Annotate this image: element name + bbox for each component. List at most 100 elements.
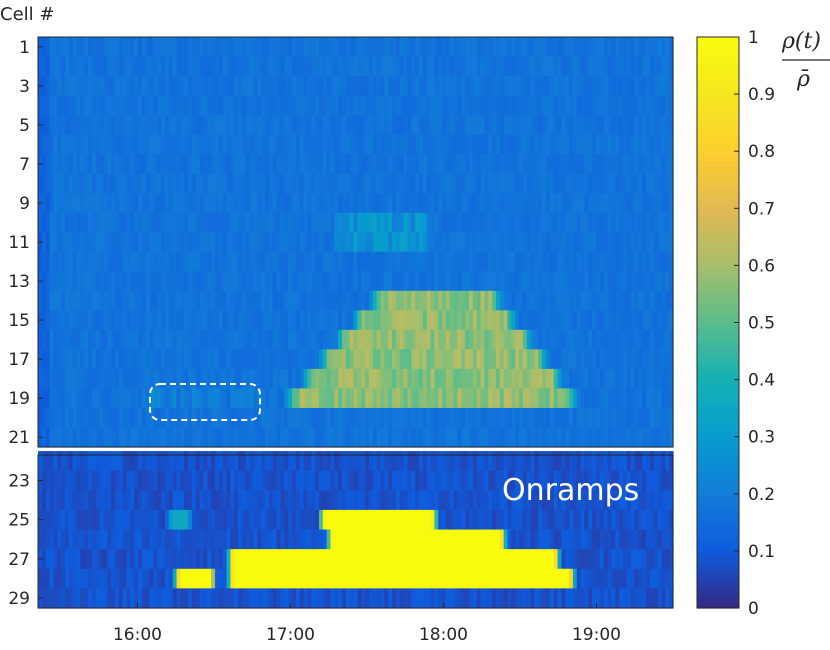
heat-cell (626, 115, 632, 136)
heat-cell (484, 193, 489, 214)
heat-cell (188, 154, 193, 175)
heat-cell (492, 271, 497, 292)
heat-cell (653, 115, 659, 136)
heat-cell (361, 588, 366, 609)
heat-cell (388, 37, 393, 58)
heat-cell (565, 329, 570, 350)
heat-cell (407, 549, 412, 570)
heat-cell (657, 588, 663, 609)
heat-cell (157, 251, 162, 272)
heat-cell (61, 232, 66, 253)
heat-cell (41, 451, 47, 472)
heat-cell (638, 95, 643, 116)
heat-cell (342, 212, 347, 233)
heat-cell (280, 212, 285, 233)
heat-cell (646, 588, 651, 609)
heat-cell (130, 549, 135, 570)
heat-cell (315, 173, 320, 194)
heat-cell (134, 427, 139, 448)
heat-cell (565, 407, 570, 429)
heat-cell (526, 329, 532, 350)
heat-cell (342, 451, 347, 472)
heat-cell (80, 56, 85, 77)
heat-cell (395, 95, 401, 116)
heat-cell (191, 549, 197, 570)
heat-cell (342, 509, 347, 531)
heat-cell (318, 115, 324, 136)
heat-cell (503, 407, 509, 429)
heat-cell (530, 56, 536, 77)
heat-cell (553, 509, 559, 531)
heat-cell (642, 329, 647, 350)
heat-cell (307, 212, 312, 233)
heat-cell (515, 490, 520, 511)
heat-cell (395, 37, 401, 58)
heat-cell (230, 310, 235, 331)
heat-cell (153, 349, 158, 370)
heat-cell (449, 56, 455, 77)
heat-cell (576, 95, 582, 116)
heat-cell (430, 329, 435, 350)
heat-cell (149, 388, 155, 409)
heat-cell (561, 76, 566, 97)
heat-cell (88, 368, 93, 390)
heat-cell (330, 212, 335, 233)
heat-cell (326, 115, 332, 136)
heat-cell (165, 37, 170, 58)
heat-cell (284, 154, 289, 175)
heat-cell (195, 470, 201, 491)
heat-cell (569, 451, 574, 472)
heat-cell (241, 193, 247, 214)
heat-cell (530, 529, 536, 550)
heat-cell (41, 588, 47, 609)
heat-cell (49, 588, 54, 609)
heat-cell (661, 427, 666, 448)
colorbar-tick-label: 1 (748, 28, 759, 48)
heat-cell (476, 529, 482, 550)
heat-cell (457, 329, 462, 350)
colorbar-step (697, 384, 739, 390)
heat-cell (176, 407, 181, 429)
heat-cell (295, 509, 301, 531)
heat-cell (580, 154, 586, 175)
heat-cell (434, 388, 439, 409)
heat-cell (315, 76, 320, 97)
heat-cell (330, 37, 335, 58)
heat-cell (349, 588, 355, 609)
heat-cell (368, 588, 374, 609)
heat-cell (361, 212, 366, 233)
heat-cell (261, 470, 266, 491)
heat-cell (469, 290, 474, 311)
heat-cell (345, 388, 351, 409)
heat-cell (168, 310, 174, 331)
heat-cell (99, 115, 105, 136)
heat-cell (218, 490, 224, 511)
heat-cell (380, 568, 385, 589)
heat-cell (326, 290, 332, 311)
heat-cell (592, 37, 597, 58)
heat-cell (572, 154, 578, 175)
heat-cell (569, 212, 574, 233)
heat-cell (234, 368, 239, 390)
heat-cell (603, 509, 609, 531)
heat-cell (95, 56, 101, 77)
heat-cell (211, 509, 216, 531)
heat-cell (576, 368, 582, 390)
heat-cell (122, 329, 128, 350)
heat-cell (326, 56, 332, 77)
heat-cell (499, 588, 505, 609)
heat-cell (184, 76, 189, 97)
heat-cell (61, 490, 66, 511)
heat-cell (365, 290, 370, 311)
heat-cell (280, 271, 285, 292)
heat-cell (53, 427, 58, 448)
heat-cell (638, 134, 643, 155)
heat-cell (572, 232, 578, 253)
heat-cell (326, 368, 332, 390)
heat-cell (488, 490, 493, 511)
heat-cell (195, 329, 201, 350)
heat-cell (395, 490, 401, 511)
heat-cell (272, 37, 278, 58)
colorbar-step (697, 194, 739, 200)
heat-cell (253, 451, 258, 472)
